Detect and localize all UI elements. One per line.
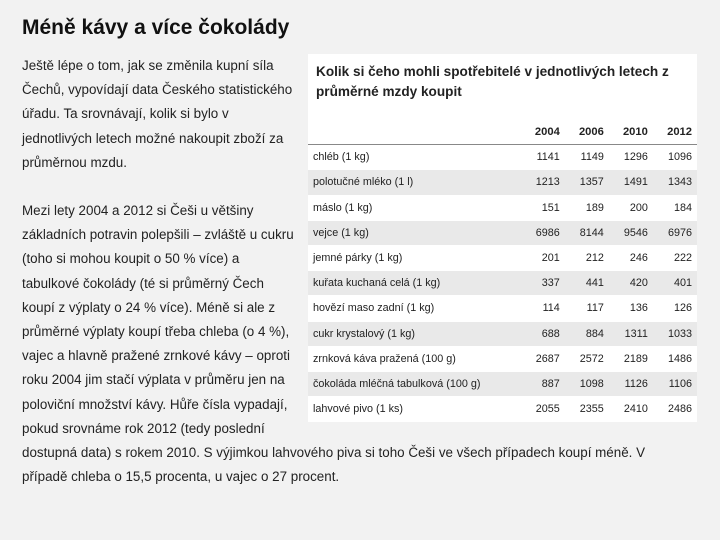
table-cell-value: 887 xyxy=(541,378,560,391)
table-cell-value: 1098 xyxy=(579,378,604,391)
table-cell-value: 6976 xyxy=(667,226,692,239)
table-row: polotučné mléko (1 l) 1213 1357 1491 1343 xyxy=(308,169,697,196)
table-cell-value: 151 xyxy=(541,201,560,214)
table-cell-value: 2687 xyxy=(535,352,560,365)
table-cell-value: 200 xyxy=(629,201,648,214)
table-cell-value: 1149 xyxy=(580,151,604,164)
column-header-year: 2010 xyxy=(622,126,648,138)
table-cell-item: máslo (1 kg) xyxy=(313,201,373,214)
table-cell-value: 2572 xyxy=(579,352,604,365)
table-cell-value: 337 xyxy=(541,277,560,290)
table-cell-value: 1096 xyxy=(667,151,692,164)
table-cell-value: 136 xyxy=(629,302,648,315)
table-cell-item: vejce (1 kg) xyxy=(313,226,369,239)
column-header-year: 2006 xyxy=(578,126,604,138)
table-row: hovězí maso zadní (1 kg) 114 117 136 126 xyxy=(308,295,697,322)
page-title: Méně kávy a více čokolády xyxy=(22,16,290,39)
table-cell-value: 201 xyxy=(541,252,560,265)
table-body: chléb (1 kg) 1141 1149 1296 1096 polotučné ml… xyxy=(308,144,697,422)
table-row: čokoláda mléčná tabulková (100 g) 887 1098… xyxy=(308,371,697,397)
table-row: kuřata kuchaná celá (1 kg) 337 441 420 401 xyxy=(308,270,697,296)
table-cell-item: hovězí maso zadní (1 kg) xyxy=(313,302,435,315)
table-cell-value: 1343 xyxy=(667,176,692,189)
table-title: Kolik si čeho mohli spotřebitelé v jedno… xyxy=(316,64,669,99)
table-cell-value: 1106 xyxy=(668,378,692,391)
table-cell-value: 884 xyxy=(585,327,604,340)
table-cell-value: 2410 xyxy=(623,403,648,416)
table-cell-value: 2355 xyxy=(579,403,604,416)
table-row: lahvové pivo (1 ks) 2055 2355 2410 2486 xyxy=(308,396,697,422)
table-cell-value: 222 xyxy=(673,252,692,265)
table-cell-value: 9546 xyxy=(623,226,648,239)
table-row: máslo (1 kg) 151 189 200 184 xyxy=(308,195,697,221)
table-header-row: 2004 2006 2010 2012 xyxy=(308,120,697,145)
table-cell-value: 189 xyxy=(585,201,604,214)
table-cell-value: 114 xyxy=(542,302,560,315)
column-header-year: 2004 xyxy=(534,126,560,138)
column-header-item xyxy=(308,120,516,145)
table-row: vejce (1 kg) 6986 8144 9546 6976 xyxy=(308,220,697,246)
table-cell-item: zrnková káva pražená (100 g) xyxy=(313,352,456,365)
table-cell-item: polotučné mléko (1 l) xyxy=(313,176,414,189)
table-cell-value: 1141 xyxy=(536,151,560,164)
table-cell-value: 8144 xyxy=(579,226,604,239)
table-cell-value: 1311 xyxy=(624,327,648,340)
column-header-year: 2012 xyxy=(667,126,692,138)
table-cell-item: lahvové pivo (1 ks) xyxy=(313,403,404,416)
table-cell-value: 212 xyxy=(585,252,604,265)
table-row: jemné párky (1 kg) 201 212 246 222 xyxy=(308,245,697,271)
table-cell-item: jemné párky (1 kg) xyxy=(313,252,403,265)
consumption-table-panel: Kolik si čeho mohli spotřebitelé v jedno… xyxy=(308,54,697,422)
table-cell-value: 6986 xyxy=(535,226,560,239)
table-cell-value: 1296 xyxy=(623,151,648,164)
table-cell-value: 117 xyxy=(586,302,604,315)
table-cell-item: chléb (1 kg) xyxy=(313,151,370,164)
article-body: Kolik si čeho mohli spotřebitelé v jedno… xyxy=(22,54,697,489)
table-cell-value: 1033 xyxy=(667,327,692,340)
table-cell-item: čokoláda mléčná tabulková (100 g) xyxy=(313,378,481,391)
table-cell-value: 2055 xyxy=(535,403,560,416)
table-cell-value: 401 xyxy=(673,277,692,290)
table-cell-value: 1491 xyxy=(623,176,648,189)
table-row: cukr krystalový (1 kg) 688 884 1311 1033 xyxy=(308,321,697,347)
table-row: chléb (1 kg) 1141 1149 1296 1096 xyxy=(308,144,697,170)
table-cell-value: 1213 xyxy=(535,176,560,189)
table-cell-item: cukr krystalový (1 kg) xyxy=(313,327,415,340)
table-cell-value: 2486 xyxy=(667,403,692,416)
consumption-table: 2004 2006 2010 2012 chléb (1 kg) 1141 1149… xyxy=(308,120,697,422)
paragraph-1: Ještě lépe o tom, jak se změnila kupní s… xyxy=(22,58,293,170)
table-row: zrnková káva pražená (100 g) 2687 2572 2189… xyxy=(308,346,697,372)
table-cell-value: 1357 xyxy=(579,176,604,189)
table-cell-value: 688 xyxy=(541,327,560,340)
table-cell-value: 246 xyxy=(629,252,648,265)
table-cell-value: 441 xyxy=(585,277,604,290)
table-cell-value: 2189 xyxy=(623,352,648,365)
table-cell-value: 1126 xyxy=(624,378,648,391)
table-cell-value: 184 xyxy=(673,201,692,214)
table-cell-value: 1486 xyxy=(667,352,692,365)
table-cell-value: 420 xyxy=(629,277,648,290)
table-cell-item: kuřata kuchaná celá (1 kg) xyxy=(313,277,441,290)
paragraph-2: Mezi lety 2004 a 2012 si Češi u většiny … xyxy=(22,203,646,485)
table-cell-value: 126 xyxy=(673,302,692,315)
